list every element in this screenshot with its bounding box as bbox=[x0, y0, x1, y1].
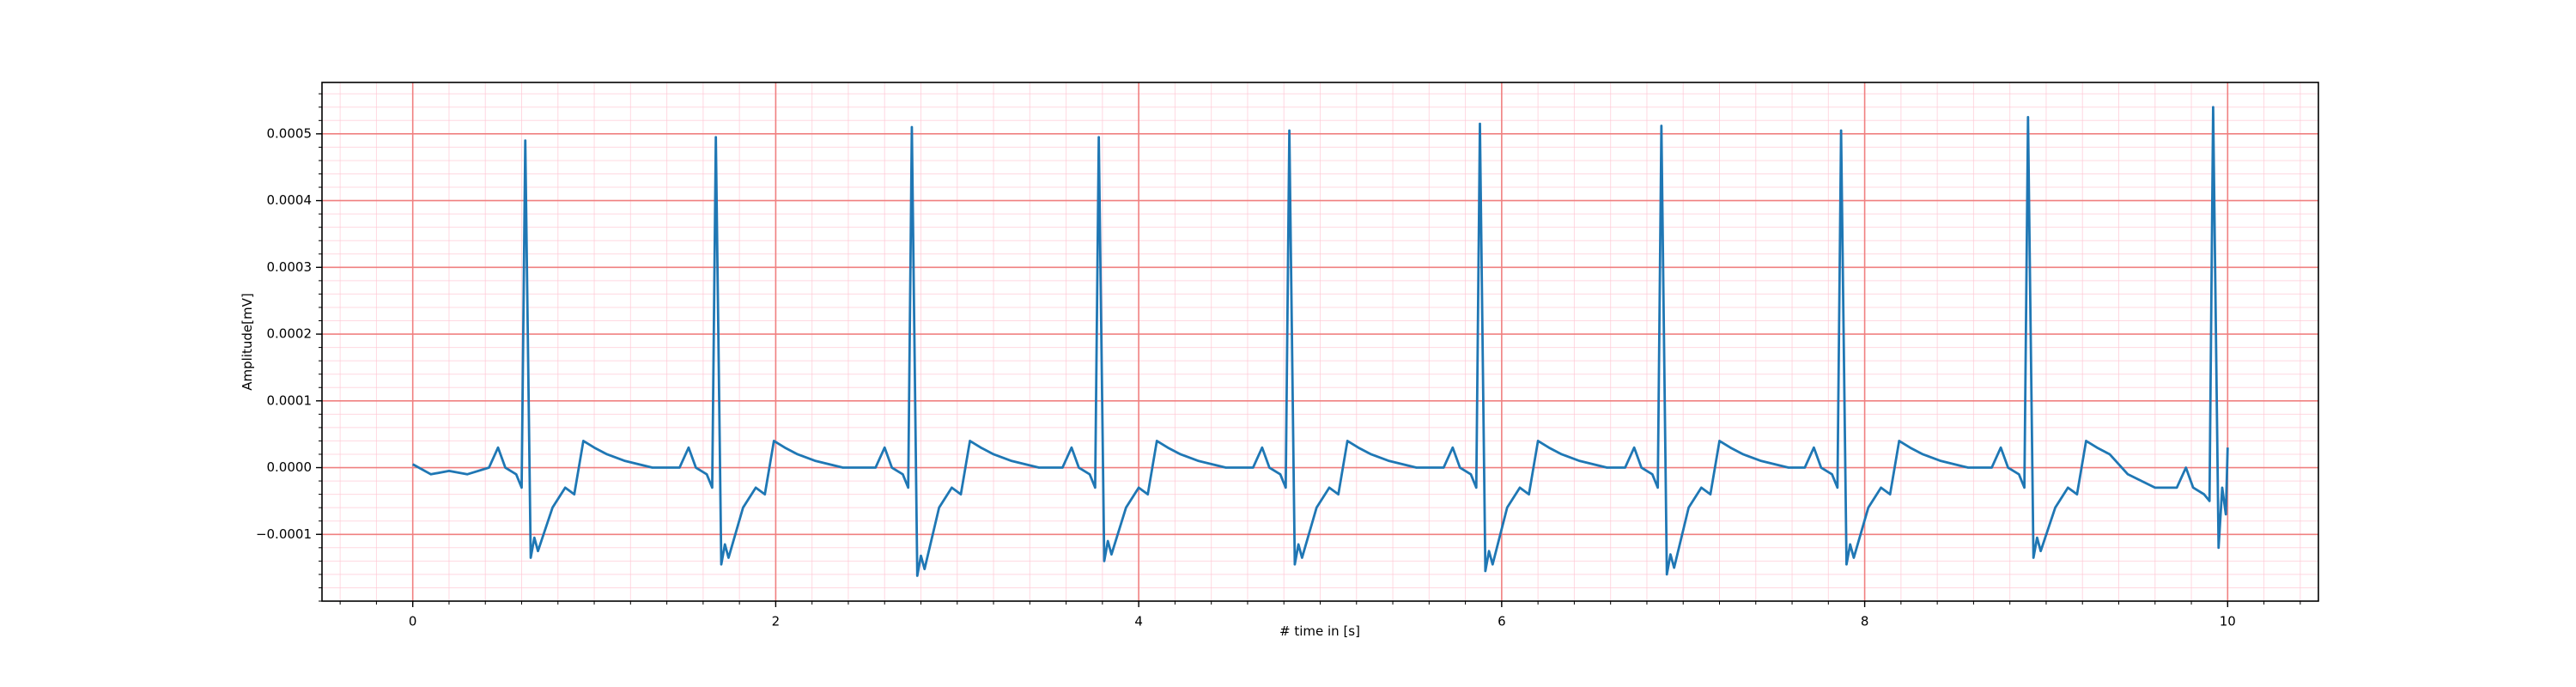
x-tick-label: 10 bbox=[2220, 614, 2236, 629]
x-tick-label: 6 bbox=[1498, 614, 1506, 629]
y-tick-label: 0.0005 bbox=[267, 125, 313, 141]
ecg-line bbox=[412, 106, 2229, 577]
line-layer bbox=[412, 106, 2229, 577]
y-tick-label: 0.0002 bbox=[267, 326, 313, 342]
y-tick-label: 0.0004 bbox=[267, 192, 313, 208]
y-tick-label: −0.0001 bbox=[256, 526, 312, 542]
y-tick-label: 0.0000 bbox=[267, 459, 313, 475]
x-axis-label: # time in [s] bbox=[1279, 623, 1360, 639]
x-tick-label: 0 bbox=[409, 614, 417, 629]
x-tick-label: 8 bbox=[1861, 614, 1869, 629]
y-axis-label: Amplitude[mV] bbox=[240, 293, 255, 390]
y-tick-label: 0.0003 bbox=[267, 259, 313, 275]
x-tick-label: 2 bbox=[772, 614, 781, 629]
x-tick-label: 4 bbox=[1134, 614, 1143, 629]
grid-layer bbox=[322, 82, 2318, 602]
tick-layer: 0 2 4 6 8 10 −0.0001 0.0000 0.0001 0.0002 0.0003 0.… bbox=[256, 93, 2301, 629]
y-tick-label: 0.0001 bbox=[267, 392, 313, 408]
